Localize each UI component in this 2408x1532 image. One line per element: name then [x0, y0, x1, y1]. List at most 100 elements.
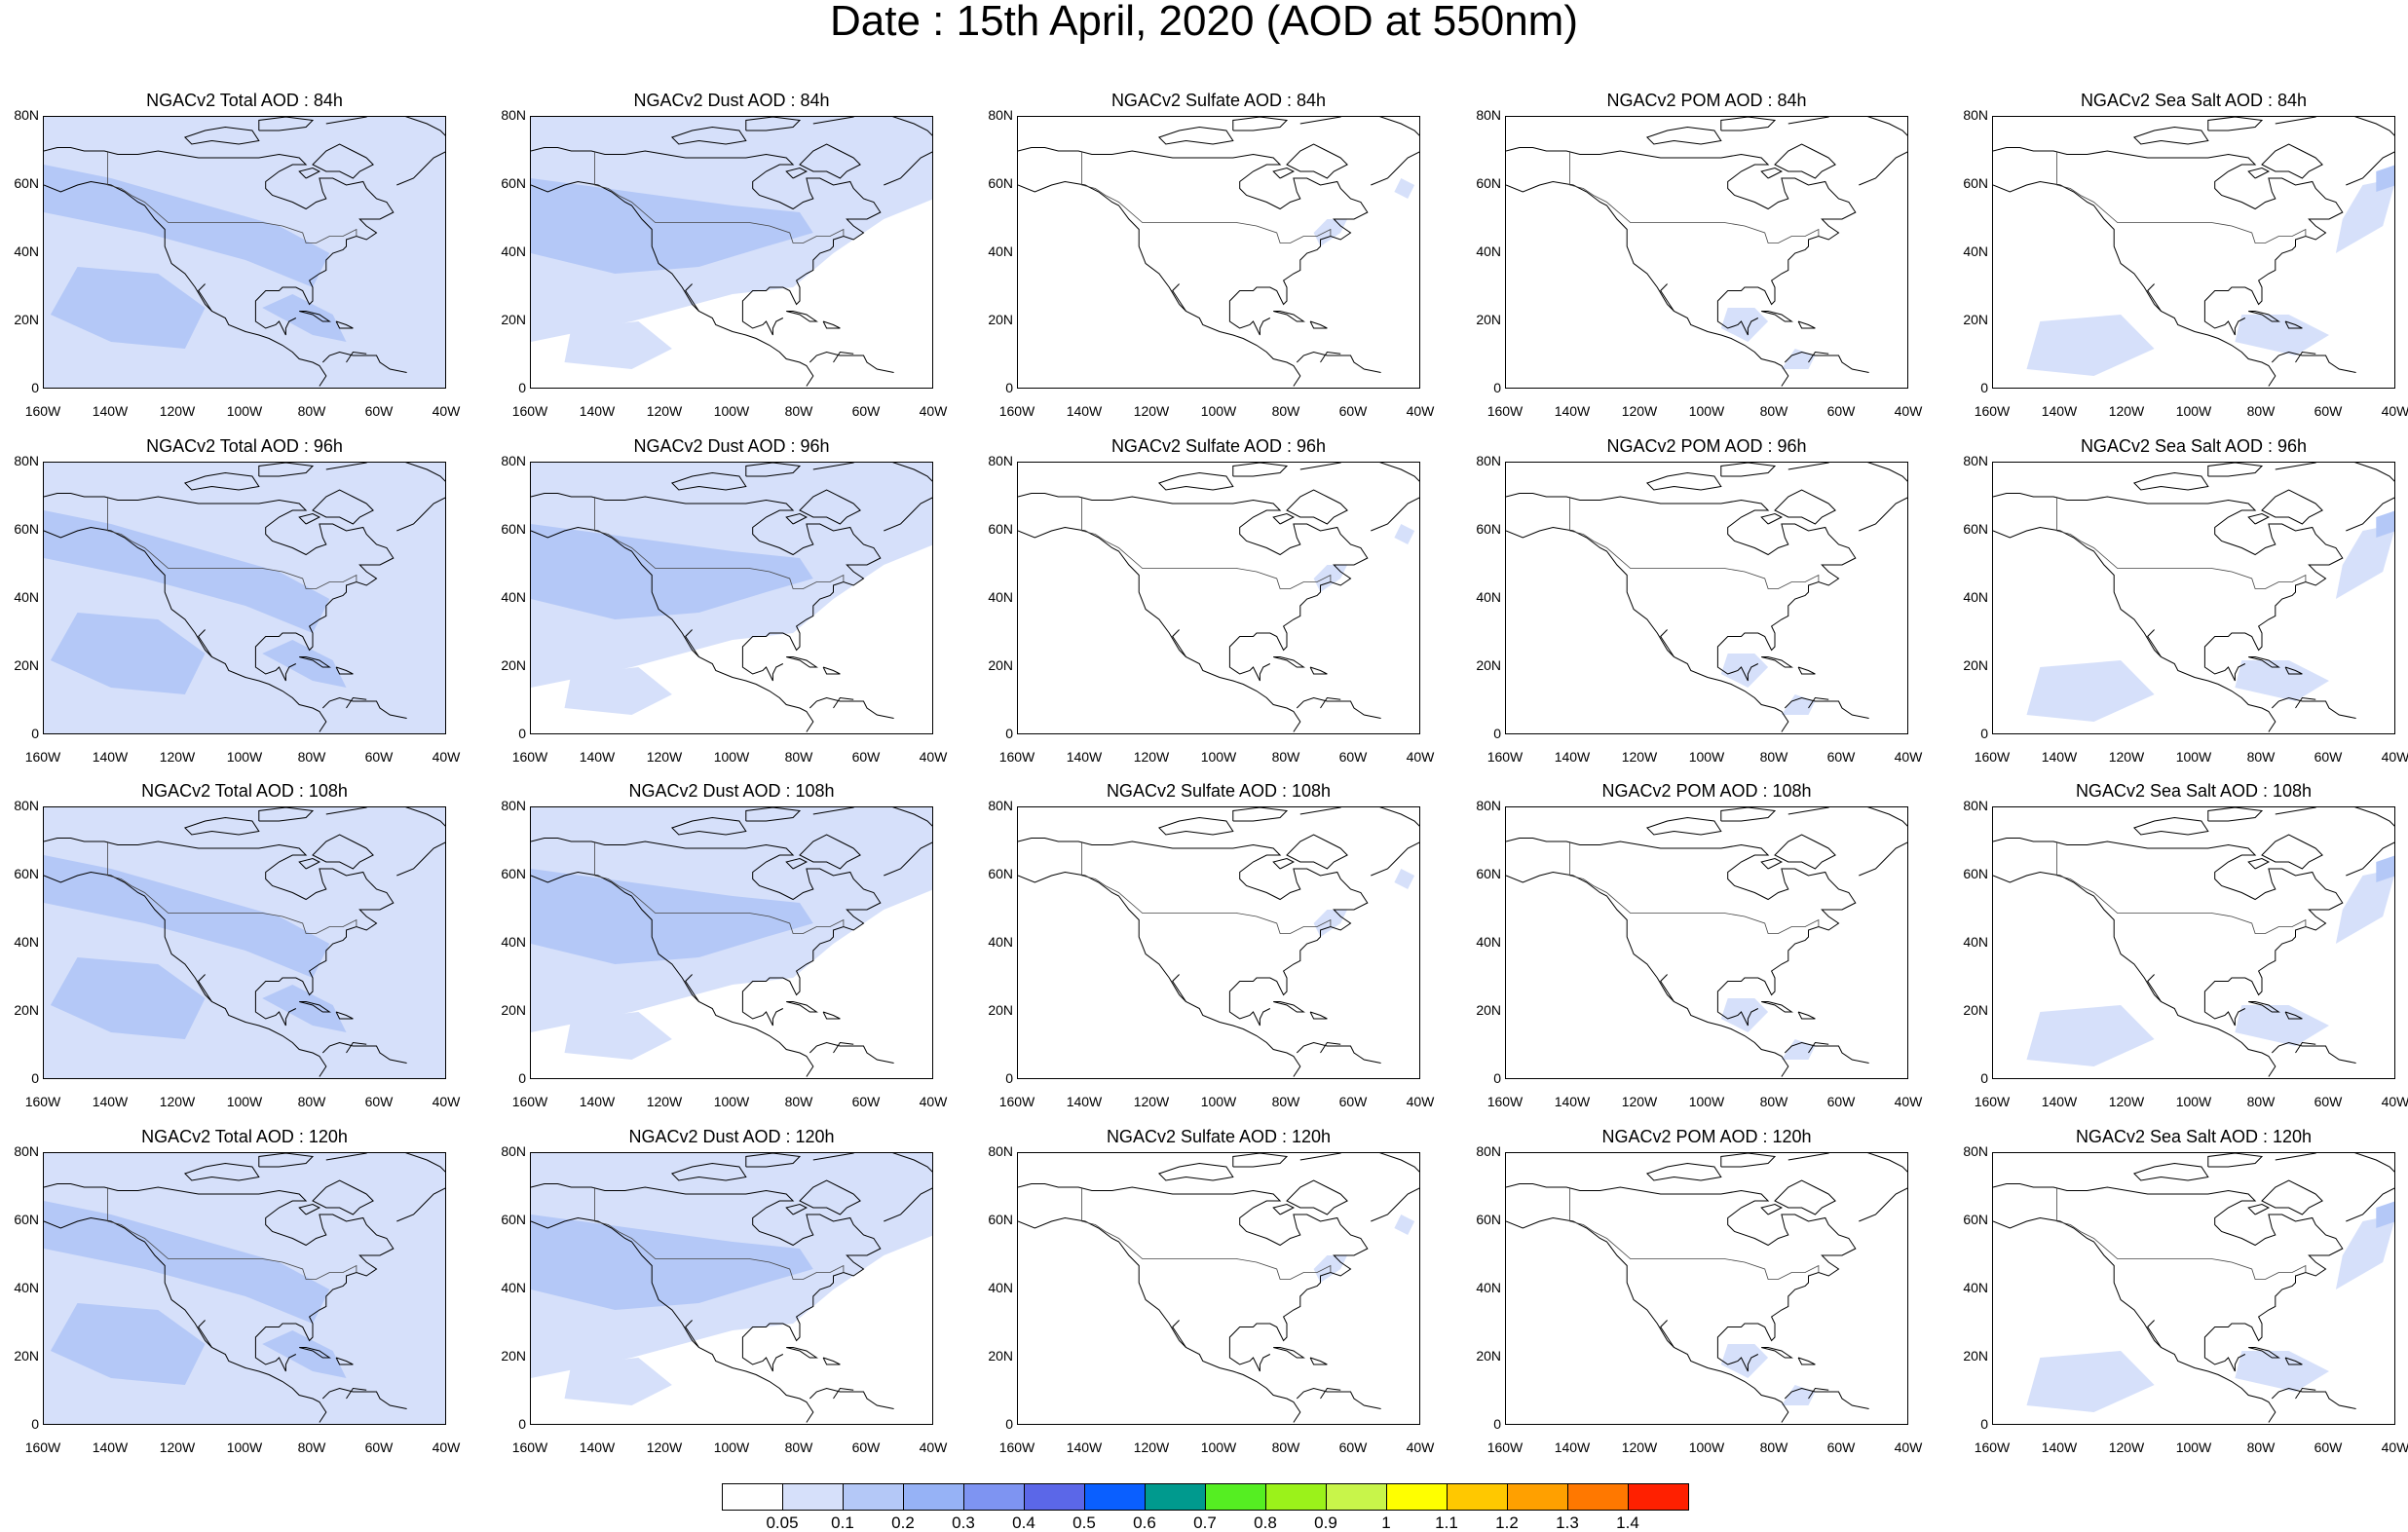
lat-tick-label: 80N	[988, 107, 1013, 123]
coastline	[1993, 871, 2276, 1077]
coastline	[325, 463, 367, 470]
coastline	[1286, 143, 1348, 179]
coastline	[2354, 1153, 2394, 1173]
lon-tick-label: 120W	[1621, 403, 1658, 419]
aod-region	[2026, 1005, 2155, 1066]
coastline	[325, 117, 367, 125]
coastline	[1320, 696, 1341, 709]
map-panel: NGACv2 Sulfate AOD : 120h 0 20N 40N 60N 80N 16…	[974, 1123, 1455, 1464]
lat-tick-label: 60N	[1963, 521, 1988, 537]
coastline	[335, 666, 354, 675]
coastline	[1808, 1387, 1829, 1400]
lat-tick-label: 40N	[501, 589, 526, 605]
lon-tick-label: 80W	[1759, 749, 1788, 765]
coastline	[531, 147, 882, 336]
coastline	[1797, 1357, 1816, 1365]
coastline	[892, 463, 932, 482]
lon-tick-label: 60W	[364, 1439, 394, 1455]
lat-tick-label: 60N	[1963, 175, 1988, 191]
country-border	[1081, 498, 1332, 589]
coastline	[531, 1216, 814, 1423]
lon-tick-label: 60W	[851, 403, 881, 419]
lon-tick-label: 160W	[511, 1094, 548, 1109]
coastline	[2147, 629, 2162, 657]
lon-tick-label: 140W	[1554, 1094, 1591, 1109]
coastline	[1761, 1347, 1793, 1359]
coastline	[1761, 311, 1793, 322]
coastline	[2132, 1162, 2209, 1181]
coastline	[670, 471, 747, 491]
lon-tick-label: 40W	[2381, 1094, 2408, 1109]
coastline	[1797, 1011, 1816, 1020]
aod-region	[2335, 178, 2394, 253]
lat-tick-label: 20N	[14, 1002, 39, 1018]
lon-tick-label: 160W	[1974, 749, 2011, 765]
lon-tick-label: 60W	[851, 749, 881, 765]
lon-tick-label: 100W	[1688, 749, 1725, 765]
coastline	[809, 1041, 894, 1064]
lon-tick-label: 40W	[919, 403, 948, 419]
coastline	[745, 463, 802, 477]
lat-tick-label: 20N	[14, 312, 39, 327]
coastline	[1018, 180, 1301, 387]
coastline	[1760, 167, 1784, 179]
lon-tick-label: 120W	[2108, 403, 2145, 419]
coastline	[1506, 838, 1857, 1027]
lon-tick-label: 140W	[92, 403, 129, 419]
map-canvas	[531, 1153, 932, 1423]
lon-tick-label: 80W	[784, 403, 813, 419]
lon-tick-label: 140W	[579, 749, 616, 765]
lon-tick-label: 140W	[579, 1094, 616, 1109]
coastline	[299, 656, 331, 668]
lon-tick-label: 100W	[1200, 749, 1237, 765]
aod-region	[531, 1214, 813, 1310]
colorbar-swatch	[722, 1483, 783, 1511]
lon-tick-label: 120W	[2108, 1439, 2145, 1455]
colorbar-label: 1.2	[1495, 1513, 1519, 1532]
lat-tick-label: 60N	[14, 521, 39, 537]
lat-tick-label: 80N	[988, 1143, 1013, 1159]
map-panel: NGACv2 Dust AOD : 120h 0 20N 40N 60N 80N 160W 1…	[487, 1123, 968, 1464]
coastline	[1774, 143, 1836, 179]
coastline	[1859, 1187, 1907, 1222]
map-canvas	[531, 117, 932, 387]
lon-tick-label: 60W	[364, 403, 394, 419]
lon-tick-label: 140W	[92, 749, 129, 765]
aod-region	[2376, 1201, 2394, 1228]
coastline	[2295, 351, 2316, 363]
coastline	[1867, 1153, 1907, 1173]
lon-tick-label: 160W	[1486, 1094, 1524, 1109]
coastline	[685, 629, 699, 657]
lon-tick-label: 160W	[24, 1094, 61, 1109]
coastline	[2132, 126, 2209, 145]
coastline	[2271, 351, 2356, 373]
colorbar-swatch	[1145, 1483, 1206, 1511]
coastline	[1506, 180, 1789, 387]
lat-tick-label: 40N	[501, 934, 526, 950]
coastline	[1720, 1153, 1777, 1168]
coastline	[2261, 834, 2323, 870]
lon-tick-label: 100W	[226, 1439, 263, 1455]
aod-region	[1394, 178, 1415, 199]
coastline	[405, 807, 445, 827]
lon-tick-label: 120W	[1133, 1439, 1170, 1455]
lat-tick-label: 0	[518, 1070, 526, 1086]
coastline	[1506, 526, 1789, 732]
coastline	[1645, 126, 1722, 145]
coastline	[1286, 1179, 1348, 1215]
colorbar-label: 0.05	[766, 1513, 799, 1532]
coastline	[1506, 493, 1857, 682]
coastline	[321, 1041, 407, 1064]
coastline	[1720, 807, 1777, 822]
coastline	[1660, 629, 1674, 657]
coastline	[1371, 1187, 1419, 1222]
coastline	[396, 151, 445, 186]
lon-tick-label: 60W	[2314, 749, 2343, 765]
coastline	[1273, 656, 1305, 668]
coastline	[1660, 974, 1674, 1002]
aod-region	[2376, 165, 2394, 192]
lon-tick-label: 40W	[1894, 403, 1923, 419]
lon-tick-label: 40W	[919, 749, 948, 765]
aod-region	[564, 667, 672, 715]
coastline	[1273, 1347, 1305, 1359]
